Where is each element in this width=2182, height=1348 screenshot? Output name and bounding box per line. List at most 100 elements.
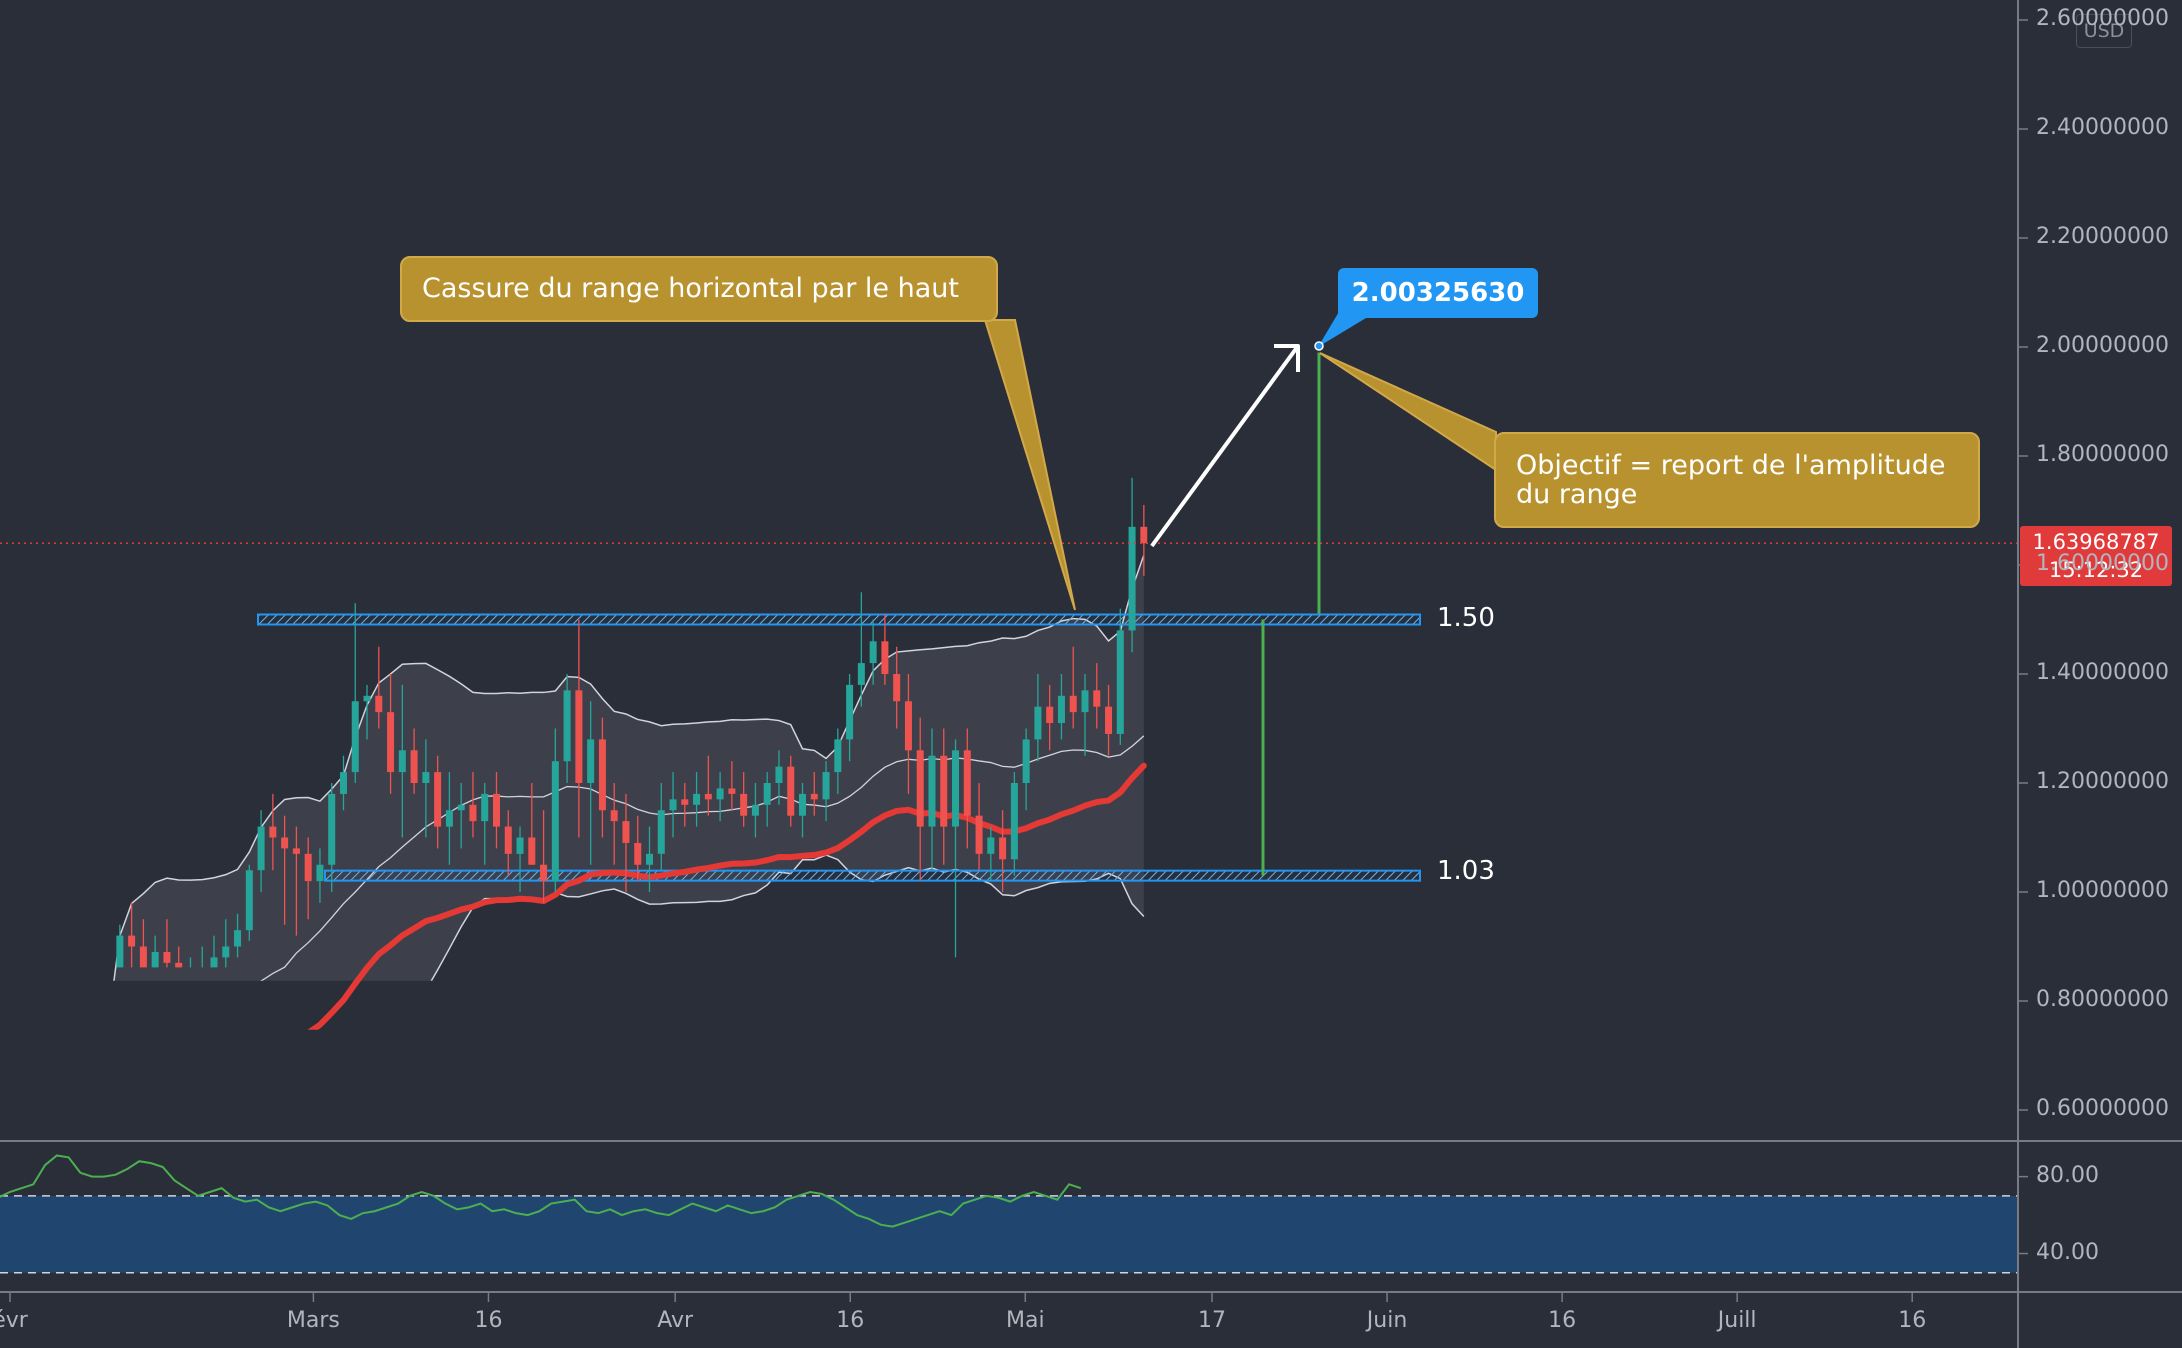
candle-body (764, 783, 771, 805)
candle-body (1046, 707, 1053, 723)
candle-body (364, 696, 371, 701)
candle-body (928, 756, 935, 827)
candle-body (611, 810, 618, 821)
callout-range-break-text: Cassure du range horizontal par le haut (422, 273, 959, 304)
candle-body (222, 947, 229, 958)
candle-body (575, 690, 582, 783)
candle-body (1117, 630, 1124, 734)
time-tick-label: Juin (1366, 1308, 1408, 1333)
price-tick-label: 1.80000000 (2036, 442, 2169, 467)
candle-body (681, 799, 688, 804)
rsi-tick-label: 80.00 (2036, 1162, 2099, 1188)
candle-body (987, 838, 994, 854)
candle-body (528, 838, 535, 865)
target-label-pointer (1318, 310, 1366, 347)
candle-body (340, 772, 347, 794)
candle-body (1034, 707, 1041, 740)
candle-body (940, 756, 947, 827)
range-top-band (257, 613, 1421, 626)
price-tick-label: 1.20000000 (2036, 769, 2169, 794)
callout-range-break-pointer (983, 319, 1076, 611)
candle-body (352, 701, 359, 772)
candle-body (834, 739, 841, 772)
candle-body (505, 827, 512, 854)
candle-body (517, 838, 524, 854)
current-price-value: 1.63968787 (2032, 530, 2160, 554)
candle-body (305, 854, 312, 881)
candle-body (564, 690, 571, 761)
candle-body (1011, 783, 1018, 859)
candle-body (540, 865, 547, 881)
candle-body (799, 794, 806, 816)
candle-body (858, 663, 865, 685)
candle-body (599, 739, 606, 810)
candle-body (269, 827, 276, 838)
candle-body (752, 805, 759, 816)
candle-body (728, 788, 735, 793)
candle-body (422, 772, 429, 783)
time-tick-label: 16 (836, 1308, 865, 1333)
time-tick-label: Mars (286, 1308, 340, 1333)
candle-body (128, 936, 135, 947)
rsi-pane[interactable] (0, 1154, 2018, 1274)
price-tick-label: 2.00000000 (2036, 333, 2169, 358)
drawings[interactable] (0, 310, 2018, 876)
candle-body (658, 810, 665, 854)
candle-body (281, 838, 288, 849)
candle-body (316, 865, 323, 881)
candle-body (152, 952, 159, 968)
candle-body (952, 750, 959, 826)
candle-body (775, 767, 782, 783)
price-tick-label: 1.60000000 (2036, 551, 2169, 576)
time-tick-label: Avr (657, 1308, 694, 1333)
candle-body (999, 838, 1006, 860)
currency-badge[interactable]: USD (2076, 14, 2132, 48)
time-tick-label: 16 (1898, 1308, 1927, 1333)
candle-body (211, 957, 218, 968)
candle-body (823, 772, 830, 799)
target-price-label[interactable]: 2.00325630 (1338, 268, 1538, 318)
candle-body (434, 772, 441, 827)
range-bottom-band (324, 869, 1421, 882)
range-bottom-label: 1.03 (1437, 856, 1495, 886)
callout-range-break[interactable]: Cassure du range horizontal par le haut (400, 256, 998, 322)
candle-body (1058, 696, 1065, 723)
candle-body (293, 848, 300, 853)
time-tick-label: évr (0, 1308, 28, 1333)
candle-body (1093, 690, 1100, 706)
rsi-line (0, 1154, 1082, 1228)
target-point (1314, 341, 1324, 351)
candle-body (881, 641, 888, 674)
candle-body (481, 794, 488, 821)
price-tick-label: 0.80000000 (2036, 987, 2169, 1012)
candle-body (893, 674, 900, 701)
candle-body (740, 794, 747, 816)
time-tick-label: Mai (1005, 1308, 1045, 1333)
candle-body (1105, 707, 1112, 734)
candle-body (670, 799, 677, 810)
candle-body (1081, 690, 1088, 712)
candle-body (399, 750, 406, 772)
callout-target[interactable]: Objectif = report de l'amplitude du rang… (1494, 432, 1980, 528)
candle-body (163, 952, 170, 963)
range-zone[interactable] (257, 613, 1421, 882)
callout-target-line-2: du range (1516, 479, 1638, 510)
candle-body (552, 761, 559, 881)
candle-body (811, 794, 818, 799)
time-tick-label: 16 (1548, 1308, 1577, 1333)
candle-body (493, 794, 500, 827)
candle-body (375, 696, 382, 712)
candle-body (446, 810, 453, 826)
candle-countdown: 15:12:32 (2048, 558, 2144, 582)
candle-body (258, 827, 265, 871)
price-tick-label: 2.60000000 (2036, 6, 2169, 31)
candle-body (140, 947, 147, 969)
candle-body (787, 767, 794, 816)
projection-arrow-shaft (1150, 344, 1300, 548)
price-tick-label: 2.40000000 (2036, 115, 2169, 140)
candle-body (964, 750, 971, 815)
rsi-tick-label: 40.00 (2036, 1239, 2099, 1265)
candle-body (717, 788, 724, 799)
